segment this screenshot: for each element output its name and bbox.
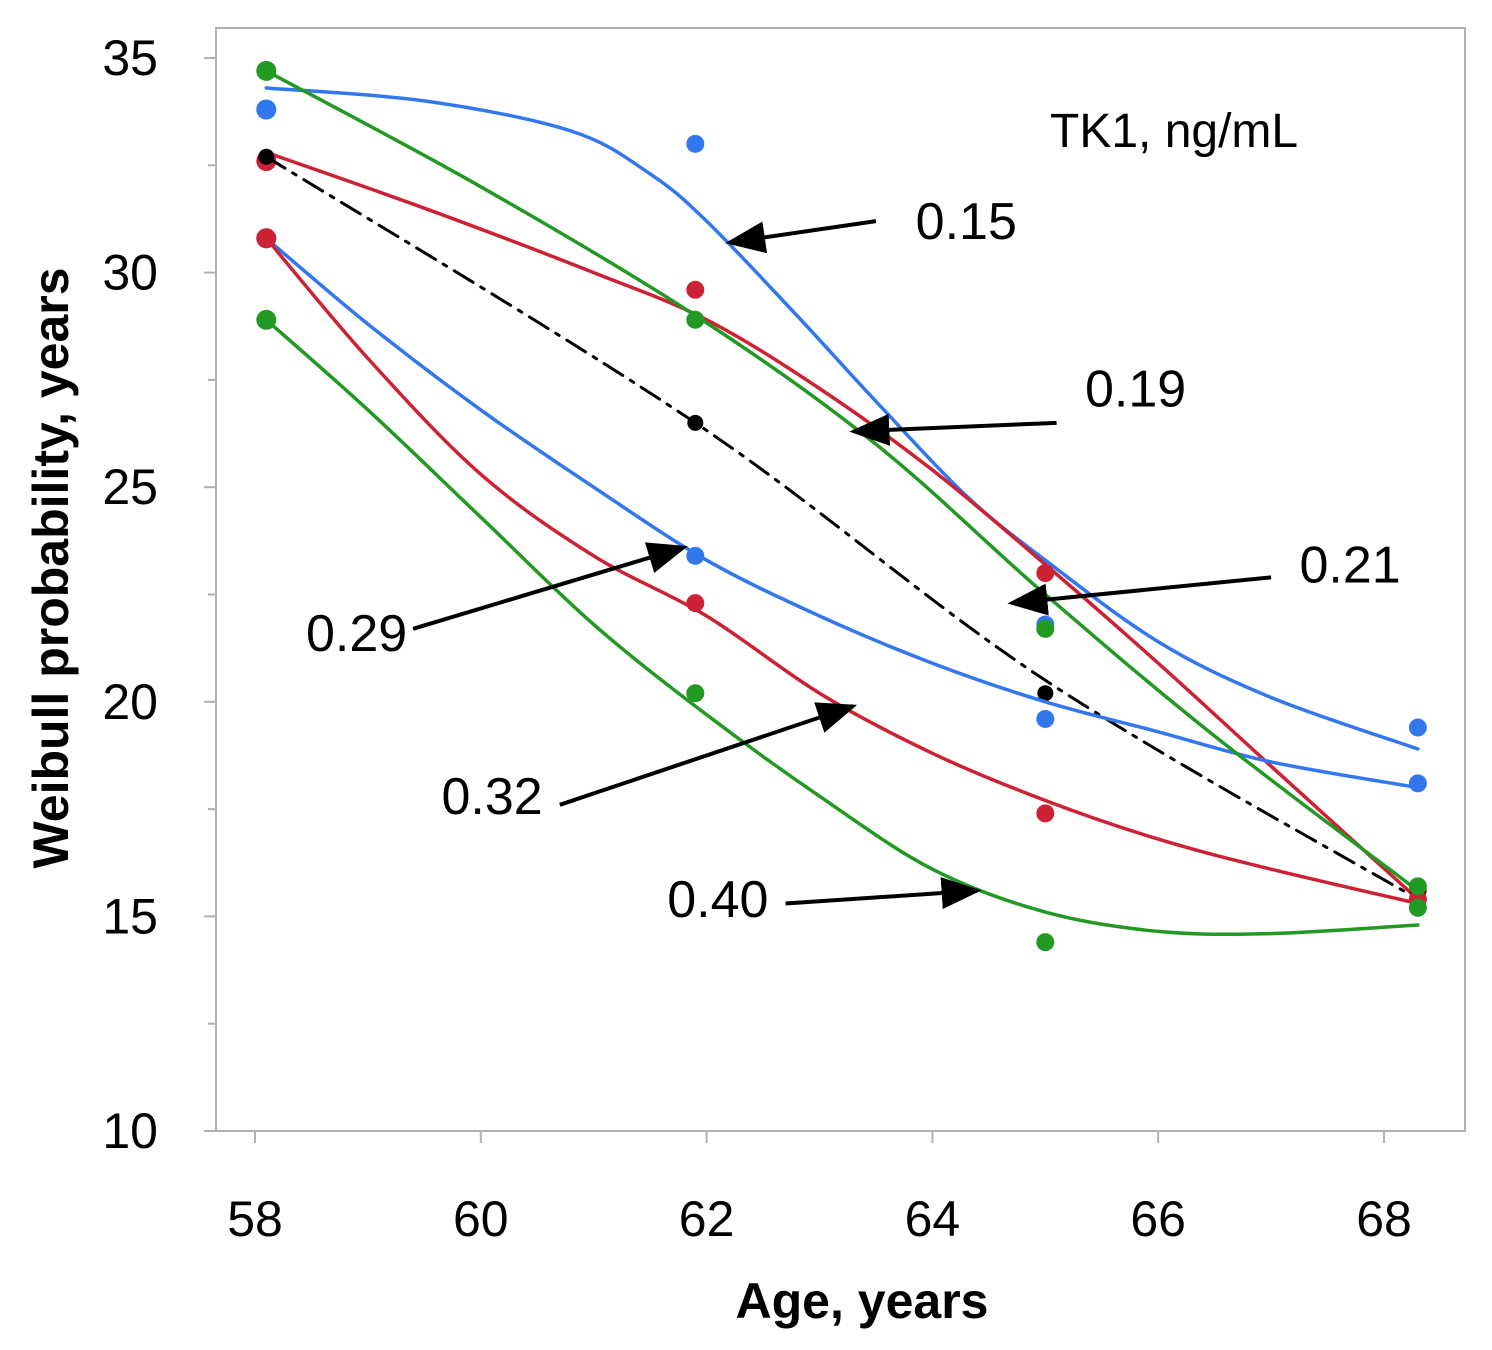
data-point-0.29 — [1408, 774, 1427, 793]
plot-area-border — [215, 27, 1466, 1132]
data-point-0.40 — [1036, 933, 1055, 952]
y-tick-label: 20 — [102, 674, 158, 730]
y-tick-label: 35 — [102, 30, 158, 86]
data-point-0.19 — [1036, 564, 1055, 583]
annotations: 0.15 0.19 0.21 0.29 0.32 0.40 — [306, 193, 1401, 929]
series-upper — [256, 60, 1427, 896]
y-tick-label: 30 — [102, 245, 158, 301]
data-point-0.15 — [1408, 718, 1427, 737]
data-point-0.21 — [258, 148, 275, 165]
data-point-0.19 — [686, 280, 705, 299]
x-tick-label: 58 — [227, 1191, 283, 1247]
series-0.19 — [256, 150, 1427, 901]
series-layer — [256, 60, 1427, 952]
annotation-arrow-0.40 — [785, 877, 982, 910]
x-tick-label: 64 — [905, 1191, 961, 1247]
data-point-0.15 — [256, 99, 277, 120]
data-point-upper — [686, 310, 705, 329]
annotation-label-0.19: 0.19 — [1085, 360, 1186, 418]
data-point-0.40 — [1408, 898, 1427, 917]
series-line-0.15 — [264, 86, 1420, 751]
data-point-0.40 — [256, 309, 277, 330]
data-point-upper — [256, 60, 277, 81]
data-point-0.32 — [1036, 804, 1055, 823]
annotation-arrow-0.29 — [412, 542, 688, 631]
annotation-label-0.15: 0.15 — [916, 193, 1017, 251]
legend-title: TK1, ng/mL — [1050, 105, 1298, 158]
annotation-arrow-0.15 — [725, 219, 877, 254]
data-point-0.40 — [686, 684, 705, 703]
y-axis-title: Weibull probability, years — [23, 267, 79, 868]
data-point-0.32 — [686, 594, 705, 613]
series-line-upper — [264, 69, 1420, 893]
data-point-0.15 — [686, 134, 705, 153]
data-point-0.29 — [686, 546, 705, 565]
series-line-0.40 — [264, 318, 1420, 937]
annotation-label-0.40: 0.40 — [667, 871, 768, 929]
y-tick-label: 15 — [102, 888, 158, 944]
x-tick-label: 68 — [1356, 1191, 1412, 1247]
series-line-0.32 — [264, 236, 1420, 906]
series-line-0.19 — [264, 150, 1420, 901]
y-tick-label: 10 — [102, 1103, 158, 1159]
annotation-arrow-0.32 — [559, 702, 858, 807]
series-line-0.29 — [264, 236, 1420, 790]
annotation-label-0.32: 0.32 — [441, 768, 542, 826]
annotation-arrow-0.21 — [1007, 575, 1272, 616]
series-line-0.21 — [264, 155, 1420, 901]
series-0.40 — [256, 309, 1427, 952]
x-tick-label: 62 — [679, 1191, 735, 1247]
series-0.32 — [256, 228, 1427, 909]
series-0.21 — [258, 148, 1426, 901]
x-tick-label: 60 — [453, 1191, 509, 1247]
x-axis-title: Age, years — [736, 1273, 989, 1329]
data-point-upper — [1408, 877, 1427, 896]
plot-frame: 10 15 20 25 30 35 58 60 62 64 66 68 — [102, 27, 1466, 1247]
annotation-arrow-0.19 — [849, 413, 1057, 446]
data-point-0.21 — [1037, 685, 1054, 702]
y-tick-label: 25 — [102, 459, 158, 515]
data-point-0.29 — [1036, 709, 1055, 728]
data-point-0.21 — [687, 414, 704, 431]
annotation-label-0.21: 0.21 — [1300, 536, 1401, 594]
x-tick-label: 66 — [1130, 1191, 1186, 1247]
data-point-upper — [1036, 619, 1055, 638]
data-point-0.32 — [256, 228, 277, 249]
annotation-label-0.29: 0.29 — [306, 605, 407, 663]
